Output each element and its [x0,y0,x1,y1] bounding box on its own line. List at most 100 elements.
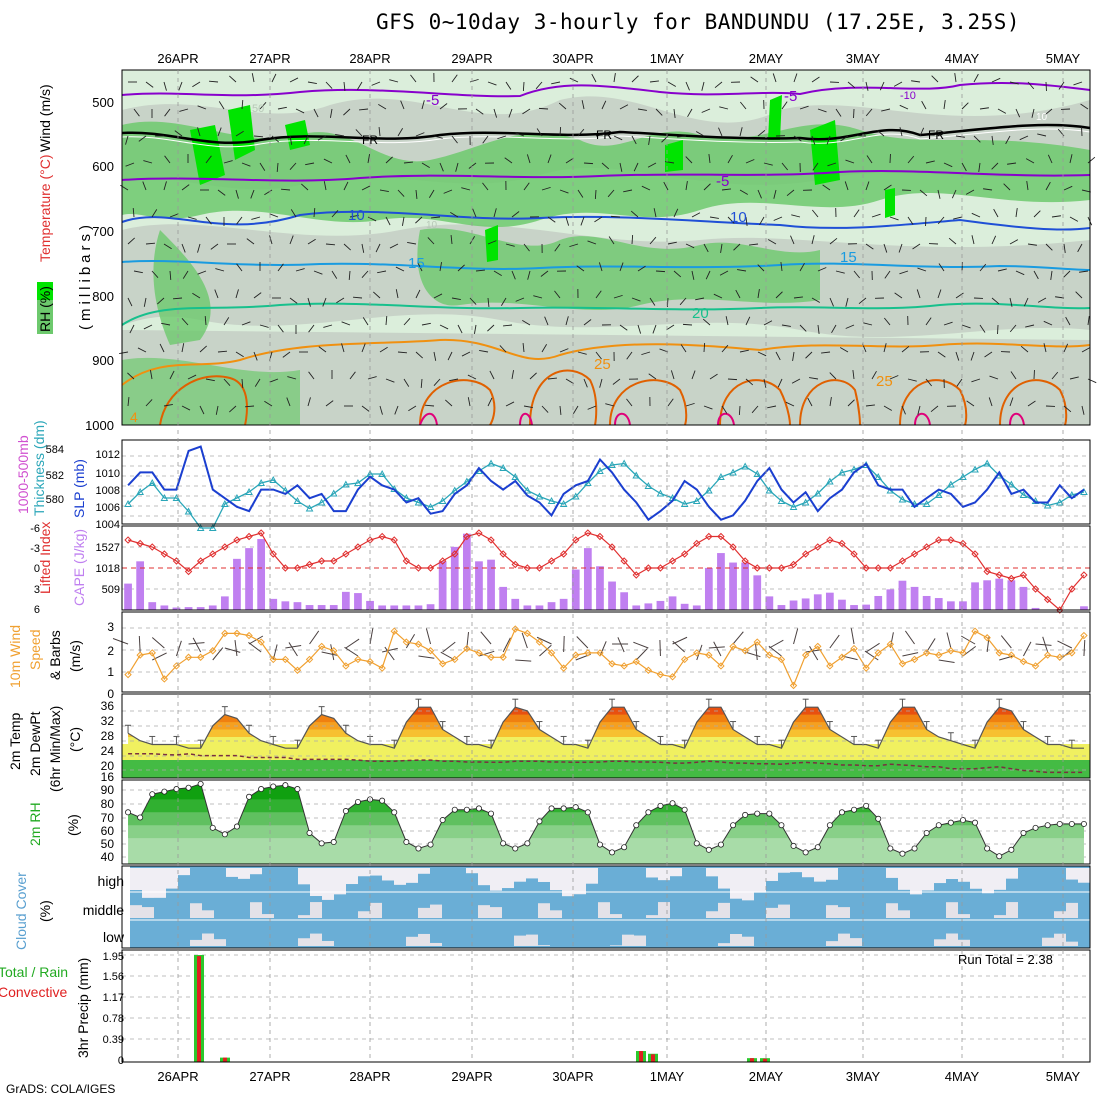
cloud-cell-high [706,868,718,877]
cloud-cell-low [214,939,226,946]
wind-barb [522,343,525,353]
cape-bar [910,586,919,610]
wind-barb [703,405,713,410]
wind-barb [695,297,705,301]
wind-barb [515,297,525,302]
wind-barb [457,264,465,272]
rh-point [536,818,543,825]
wind-barb [511,370,515,380]
wind-barb [576,265,585,272]
wind-barb [142,181,147,191]
wind-barb [1025,324,1035,328]
lifted-index-point [777,564,786,572]
cloud-cell-high [970,868,982,889]
wind-barb [601,162,610,170]
lifted-index-point [390,536,398,544]
wind-barb [377,270,387,274]
cloud-cell-high [586,868,598,884]
temp-label-m10: -10 [900,90,916,102]
wind10-barb [112,638,129,645]
cape-bar [825,592,834,610]
dewpt-line [128,753,1084,774]
lifted-index-point [402,557,411,565]
wind-barb [415,351,423,359]
temp-label-15b: 15 [840,249,857,266]
wind-barb [259,102,267,110]
wind-barb [214,289,219,299]
thickness-point [656,489,665,497]
wind-barb [853,270,861,279]
wind-barb [503,324,513,327]
wind-barb [379,405,383,415]
cloud-cell-high [994,868,1006,890]
wind-barb [925,160,935,164]
wind-barb [475,269,485,272]
cloud-cell-low [406,936,418,946]
wind-barb [938,263,945,272]
thickness-point [257,478,265,486]
cape-bar [475,561,483,610]
lifted-index-point [729,543,737,551]
wind-barb [536,128,543,137]
wind-barb [235,189,239,199]
rh-point [766,810,773,817]
cloud-cell-middle [718,902,730,918]
wind-barb [955,135,965,138]
bottom-date-label: 28APR [349,1069,390,1084]
rh-point [294,786,301,793]
wind-barb [379,189,389,193]
wind-barb [469,297,477,305]
wind-barb [1033,270,1039,280]
rh-point [427,841,434,848]
wind-barb [181,318,189,326]
temp-label-m5a: -5 [426,92,439,109]
wind-barb [739,101,747,110]
lifted-index-point [269,550,277,558]
wind-barb [343,81,346,91]
rh2m-unit: (%) [65,814,81,836]
bottom-date-label: 27APR [249,1069,290,1084]
rh-point [1032,824,1039,831]
cape-bar [813,594,822,610]
lifted-index-point [632,571,640,579]
wind-barb [145,81,154,88]
cloud-cell-middle [1006,902,1018,918]
wind-barb [733,243,741,251]
wind-barb [883,343,887,353]
cape-bar [148,602,157,610]
wind-barb [565,216,570,226]
rh-point [742,811,749,818]
cloud-cell-high [958,868,970,882]
temp-tick-20: 20 [101,759,115,773]
wind-barb [385,378,395,383]
wind-barb [236,263,243,272]
wind-barb [811,235,815,245]
wind-speed-point [656,670,665,679]
cloud-cell-middle [490,907,502,918]
rh-tick-50: 50 [101,837,115,851]
wind-barb [455,162,459,172]
wind-barb [1050,270,1053,280]
wind-barb [899,270,909,275]
cape-bar [136,561,145,610]
wind-barb [323,158,333,164]
cape-label: CAPE (J/kg) [71,529,87,606]
wind-barb [318,346,327,353]
cape-bar [559,598,568,610]
wind-barb [1003,183,1011,191]
wind-barb [541,186,551,191]
rh-point [246,793,253,800]
rh-point [463,806,470,813]
wind-barb [954,73,957,83]
wind-barb [687,108,693,118]
wind-barb [547,377,557,380]
wind-barb [817,108,827,113]
cloud-cell-high [730,868,742,899]
cape-bar [656,600,665,610]
rh-point [657,802,664,809]
wind-barb [667,81,677,87]
wind-barb [235,351,244,358]
cloud-cell-middle [886,903,898,918]
wind-barb [289,135,293,145]
slp-tick-1008: 1008 [96,485,120,497]
